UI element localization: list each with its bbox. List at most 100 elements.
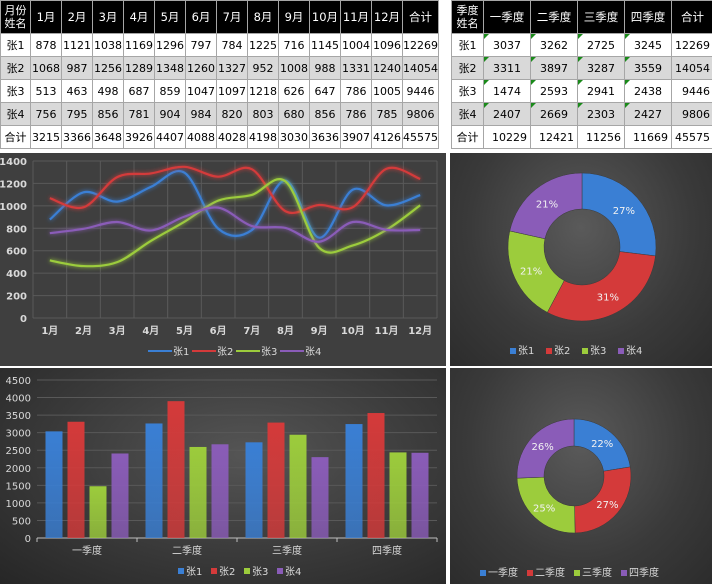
row-name-cell[interactable]: 合计 xyxy=(451,125,484,149)
table-cell[interactable]: 3215 xyxy=(30,125,62,149)
row-name-cell[interactable]: 张2 xyxy=(0,56,31,80)
row-name-cell[interactable]: 合计 xyxy=(0,125,31,149)
table-cell[interactable]: 9806 xyxy=(402,102,439,126)
table-cell[interactable]: 797 xyxy=(185,33,217,57)
table-cell[interactable]: 680 xyxy=(278,102,310,126)
bar-张4-二季度[interactable] xyxy=(211,444,229,538)
table-cell[interactable]: 4088 xyxy=(185,125,217,149)
table-cell[interactable]: 716 xyxy=(278,33,310,57)
table-cell[interactable]: 1260 xyxy=(185,56,217,80)
table-cell[interactable]: 1240 xyxy=(371,56,403,80)
table-cell[interactable]: 3636 xyxy=(309,125,341,149)
bar-张3-三季度[interactable] xyxy=(289,434,307,538)
monthly-line-chart[interactable]: 0 200 400 600 800 1000 1200 1400 1月 2月 3月 4月 5月 6月 7月 8… xyxy=(0,153,446,366)
legend-label[interactable]: 张2 xyxy=(554,345,570,357)
bar-张3-四季度[interactable] xyxy=(389,452,407,538)
table-cell[interactable]: 1331 xyxy=(340,56,372,80)
table-cell[interactable]: 9446 xyxy=(402,79,439,103)
bar-张4-四季度[interactable] xyxy=(411,452,429,538)
table-cell[interactable]: 987 xyxy=(61,56,93,80)
table-cell[interactable]: 12269 xyxy=(671,33,712,57)
table-cell[interactable]: 1474 xyxy=(483,79,531,103)
table-cell[interactable]: 2725 xyxy=(577,33,625,57)
table-cell[interactable]: 1121 xyxy=(61,33,93,57)
table-cell[interactable]: 820 xyxy=(216,102,248,126)
line-series-张1[interactable] xyxy=(49,169,421,239)
table-cell[interactable]: 3559 xyxy=(624,56,672,80)
legend-label[interactable]: 张2 xyxy=(219,566,235,578)
bar-张3-二季度[interactable] xyxy=(189,446,207,538)
table-cell[interactable]: 1008 xyxy=(278,56,310,80)
table-cell[interactable]: 3262 xyxy=(530,33,578,57)
bar-张3-一季度[interactable] xyxy=(89,486,107,538)
bar-张2-四季度[interactable] xyxy=(367,413,385,538)
legend-label[interactable]: 张3 xyxy=(590,345,606,357)
legend-label[interactable]: 四季度 xyxy=(629,566,659,579)
donut-slice-张4[interactable] xyxy=(509,172,583,240)
table-cell[interactable]: 687 xyxy=(123,79,155,103)
bar-张4-一季度[interactable] xyxy=(111,453,129,538)
table-cell[interactable]: 4028 xyxy=(216,125,248,149)
table-cell[interactable]: 11669 xyxy=(624,125,672,149)
table-cell[interactable]: 14054 xyxy=(402,56,439,80)
bar-张1-二季度[interactable] xyxy=(145,423,163,538)
table-cell[interactable]: 11256 xyxy=(577,125,625,149)
legend-label[interactable]: 张4 xyxy=(626,345,642,357)
legend-label[interactable]: 张2 xyxy=(217,346,233,358)
table-cell[interactable]: 856 xyxy=(92,102,124,126)
table-cell[interactable]: 14054 xyxy=(671,56,712,80)
legend-label[interactable]: 张4 xyxy=(285,566,301,578)
table-cell[interactable]: 4407 xyxy=(154,125,186,149)
table-cell[interactable]: 1096 xyxy=(371,33,403,57)
table-cell[interactable]: 45575 xyxy=(402,125,439,149)
person-share-donut-chart[interactable]: 27% 31% 21% 21% 张1 张2 张3 张4 xyxy=(450,153,712,366)
table-cell[interactable]: 1005 xyxy=(371,79,403,103)
table-cell[interactable]: 2303 xyxy=(577,102,625,126)
row-name-cell[interactable]: 张2 xyxy=(451,56,484,80)
table-cell[interactable]: 3648 xyxy=(92,125,124,149)
table-cell[interactable]: 781 xyxy=(123,102,155,126)
bar-张2-二季度[interactable] xyxy=(167,401,185,538)
bar-张1-一季度[interactable] xyxy=(45,431,63,538)
table-cell[interactable]: 803 xyxy=(247,102,279,126)
table-cell[interactable]: 1218 xyxy=(247,79,279,103)
table-cell[interactable]: 3926 xyxy=(123,125,155,149)
legend-label[interactable]: 张1 xyxy=(518,345,534,357)
table-cell[interactable]: 785 xyxy=(371,102,403,126)
table-cell[interactable]: 45575 xyxy=(671,125,712,149)
table-cell[interactable]: 12269 xyxy=(402,33,439,57)
row-name-cell[interactable]: 张1 xyxy=(0,33,31,57)
table-cell[interactable]: 1348 xyxy=(154,56,186,80)
table-cell[interactable]: 3287 xyxy=(577,56,625,80)
table-cell[interactable]: 786 xyxy=(340,102,372,126)
table-cell[interactable]: 859 xyxy=(154,79,186,103)
table-cell[interactable]: 2593 xyxy=(530,79,578,103)
table-cell[interactable]: 784 xyxy=(216,33,248,57)
row-name-cell[interactable]: 张3 xyxy=(0,79,31,103)
legend-label[interactable]: 一季度 xyxy=(488,566,518,579)
table-cell[interactable]: 2438 xyxy=(624,79,672,103)
table-cell[interactable]: 2407 xyxy=(483,102,531,126)
table-cell[interactable]: 984 xyxy=(185,102,217,126)
table-cell[interactable]: 9446 xyxy=(671,79,712,103)
table-cell[interactable]: 1047 xyxy=(185,79,217,103)
table-cell[interactable]: 1038 xyxy=(92,33,124,57)
table-cell[interactable]: 1256 xyxy=(92,56,124,80)
table-cell[interactable]: 463 xyxy=(61,79,93,103)
quarterly-bar-chart[interactable]: 0 500 1000 1500 2000 2500 3000 3500 4000 4500 一季度 二… xyxy=(0,368,446,584)
line-series-张3[interactable] xyxy=(49,178,421,268)
table-cell[interactable]: 2669 xyxy=(530,102,578,126)
table-cell[interactable]: 1097 xyxy=(216,79,248,103)
legend-label[interactable]: 张1 xyxy=(186,566,202,578)
bar-张1-四季度[interactable] xyxy=(345,424,363,538)
table-cell[interactable]: 1296 xyxy=(154,33,186,57)
table-cell[interactable]: 1225 xyxy=(247,33,279,57)
table-cell[interactable]: 498 xyxy=(92,79,124,103)
row-name-cell[interactable]: 张1 xyxy=(451,33,484,57)
table-cell[interactable]: 3245 xyxy=(624,33,672,57)
row-name-cell[interactable]: 张4 xyxy=(0,102,31,126)
bar-张1-三季度[interactable] xyxy=(245,442,263,538)
table-cell[interactable]: 786 xyxy=(340,79,372,103)
table-cell[interactable]: 1004 xyxy=(340,33,372,57)
table-cell[interactable]: 1145 xyxy=(309,33,341,57)
